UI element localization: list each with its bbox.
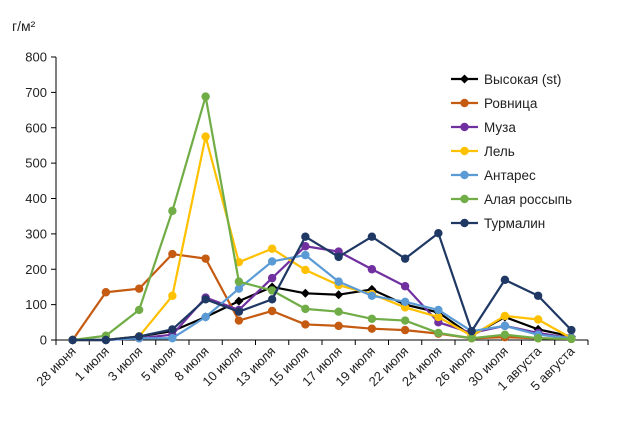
series-line: [72, 95, 572, 342]
y-tick-label: 400: [25, 191, 47, 206]
data-point: [334, 307, 343, 316]
data-point: [467, 334, 476, 343]
y-tick-label: 100: [25, 297, 47, 312]
legend-label: Муза: [484, 120, 516, 135]
x-tick-label: 1 июля: [72, 344, 112, 384]
data-point: [334, 321, 343, 331]
data-point: [434, 312, 443, 322]
y-tick-label: 700: [25, 85, 47, 100]
data-point: [334, 290, 344, 300]
data-point: [500, 330, 510, 339]
data-point: [168, 291, 177, 300]
data-point: [567, 325, 576, 335]
legend-marker: [460, 194, 469, 204]
data-point: [234, 296, 244, 306]
data-point: [400, 325, 410, 335]
series-line: [72, 285, 572, 342]
data-point: [134, 305, 144, 315]
data-point: [267, 295, 277, 304]
data-point: [134, 284, 144, 293]
data-point: [301, 232, 310, 241]
series-line: [72, 135, 572, 342]
data-point: [400, 297, 410, 306]
data-point: [367, 265, 377, 274]
series-line: [72, 232, 573, 342]
data-point: [367, 324, 377, 333]
data-point: [234, 316, 244, 325]
data-point: [134, 332, 144, 341]
x-tick-label: 28 июня: [33, 344, 78, 389]
data-point: [168, 325, 177, 334]
data-point: [500, 275, 510, 285]
data-point: [400, 316, 410, 325]
legend-label: Высокая (st): [484, 72, 561, 87]
data-point: [400, 254, 410, 263]
legend-marker: [460, 74, 469, 84]
data-point: [201, 254, 210, 263]
data-point: [301, 250, 310, 260]
data-point: [533, 334, 543, 343]
data-point: [101, 288, 111, 297]
data-point: [267, 273, 277, 283]
data-point: [201, 312, 210, 322]
legend-marker: [460, 146, 469, 156]
data-point: [201, 132, 210, 141]
legend-marker: [460, 122, 469, 132]
data-point: [367, 314, 377, 323]
data-point: [434, 305, 443, 315]
data-point: [434, 328, 443, 338]
data-point: [68, 335, 77, 345]
data-point: [201, 92, 210, 101]
x-tick-label: 5 июля: [138, 344, 178, 384]
legend-label: Антарес: [484, 168, 536, 183]
data-point: [301, 242, 310, 251]
data-point: [367, 232, 377, 241]
series-line: [71, 252, 572, 341]
legend-label: Ровница: [484, 96, 538, 111]
data-point: [301, 320, 310, 329]
data-point: [234, 277, 244, 286]
data-point: [168, 249, 177, 259]
data-point: [500, 311, 510, 321]
y-axis-unit-label: г/м²: [12, 18, 36, 34]
data-point: [567, 334, 576, 344]
data-point: [533, 291, 543, 300]
data-point: [300, 288, 310, 298]
data-point: [400, 282, 410, 291]
legend-label: Лель: [484, 144, 515, 159]
legend-label: Турмалин: [484, 216, 545, 231]
y-tick-label: 200: [25, 262, 47, 277]
x-tick-label: 3 июля: [105, 344, 145, 384]
series-line: [72, 254, 572, 342]
data-point: [334, 252, 343, 262]
data-point: [234, 284, 244, 293]
data-point: [467, 326, 476, 336]
data-point: [367, 291, 377, 300]
data-point: [267, 306, 277, 316]
data-point: [301, 265, 310, 275]
data-point: [168, 206, 177, 216]
data-point: [267, 257, 277, 266]
data-point: [434, 228, 443, 238]
data-point: [101, 335, 111, 345]
data-point: [500, 321, 510, 331]
y-tick-label: 800: [25, 50, 47, 65]
y-tick-label: 0: [40, 333, 47, 348]
data-point: [267, 244, 277, 253]
legend-marker: [460, 170, 469, 180]
legend-label: Алая россыпь: [484, 192, 572, 207]
data-point: [301, 304, 310, 314]
data-point: [533, 315, 543, 324]
y-tick-label: 300: [25, 226, 47, 241]
legend-marker: [460, 218, 469, 228]
y-tick-label: 600: [25, 120, 47, 135]
y-tick-label: 500: [25, 156, 47, 171]
data-point: [334, 277, 343, 286]
data-point: [267, 286, 277, 295]
data-point: [201, 295, 210, 304]
legend-marker: [460, 98, 469, 108]
data-point: [168, 334, 177, 343]
data-point: [234, 307, 244, 316]
